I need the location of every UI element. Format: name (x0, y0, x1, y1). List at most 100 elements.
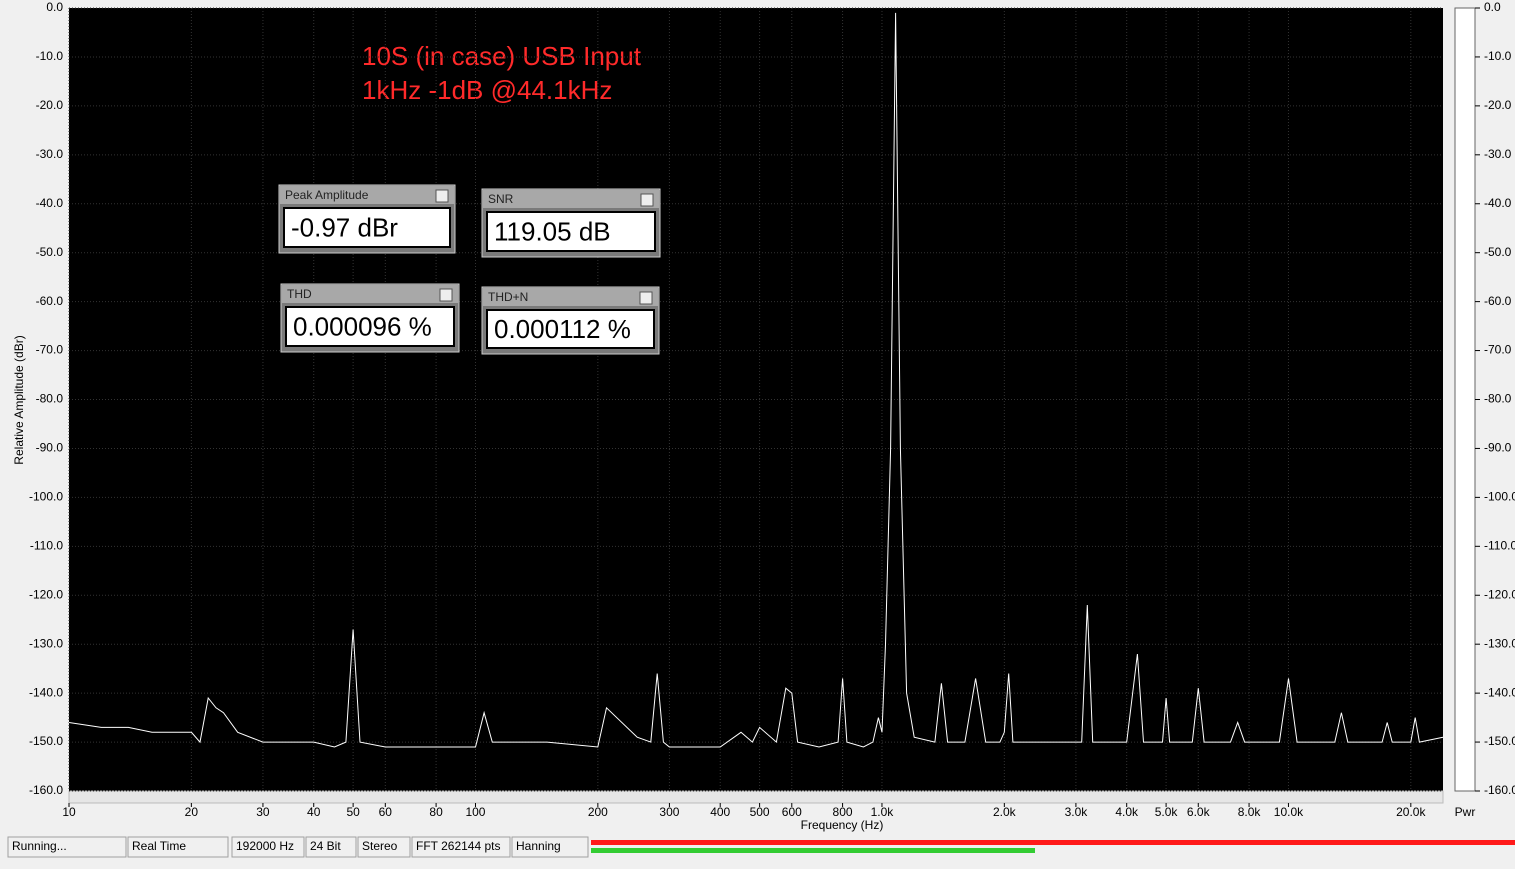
meter-tick-label: -150.0 (1484, 734, 1515, 748)
x-tick-label: 400 (710, 805, 730, 819)
y-tick-label: -140.0 (29, 685, 63, 699)
meter-tick-label: -160.0 (1484, 783, 1515, 797)
y-tick-label: -50.0 (36, 245, 64, 259)
meter-tick-label: -60.0 (1484, 294, 1512, 308)
close-button[interactable] (439, 288, 453, 302)
status-text: Running... (12, 839, 67, 853)
y-tick-label: -60.0 (36, 294, 64, 308)
meter-tick-label: -90.0 (1484, 441, 1512, 455)
readout-title: THD (287, 287, 312, 301)
x-tick-label: 600 (782, 805, 802, 819)
readout-titlebar (483, 190, 659, 208)
y-tick-label: -90.0 (36, 441, 64, 455)
meter-tick-label: -50.0 (1484, 245, 1512, 259)
meter-tick-label: -10.0 (1484, 49, 1512, 63)
x-tick-label: 3.0k (1065, 805, 1089, 819)
y-tick-label: -10.0 (36, 49, 64, 63)
close-button[interactable] (640, 193, 654, 207)
status-text: 192000 Hz (236, 839, 294, 853)
status-cell (231, 836, 305, 858)
x-tick-label: 300 (659, 805, 679, 819)
annotation: 10S (in case) USB Input (362, 41, 642, 71)
readout-title: Peak Amplitude (285, 188, 369, 202)
power-meter (1454, 7, 1476, 792)
x-tick-label: 60 (379, 805, 393, 819)
x-tick-label: 2.0k (993, 805, 1017, 819)
meter-tick-label: -130.0 (1484, 636, 1515, 650)
annotation: 1kHz -1dB @44.1kHz (362, 75, 612, 105)
y-tick-label: -150.0 (29, 734, 63, 748)
x-tick-label: 40 (307, 805, 321, 819)
x-tick-label: 8.0k (1238, 805, 1262, 819)
status-text: Stereo (362, 839, 398, 853)
x-tick-label: 5.0k (1155, 805, 1179, 819)
meter-tick-label: -110.0 (1484, 538, 1515, 552)
x-tick-label: 80 (429, 805, 443, 819)
meter-tick-label: -80.0 (1484, 392, 1512, 406)
meter-label: Pwr (1455, 805, 1476, 819)
x-tick-label: 6.0k (1187, 805, 1211, 819)
x-tick-label: 10 (62, 805, 76, 819)
status-text: Real Time (132, 839, 186, 853)
status-cell (7, 836, 127, 858)
y-tick-label: -40.0 (36, 196, 64, 210)
y-tick-label: -30.0 (36, 147, 64, 161)
readout-value: 119.05 dB (494, 216, 611, 246)
x-tick-label: 20.0k (1396, 805, 1426, 819)
x-tick-label: 100 (465, 805, 485, 819)
x-tick-label: 1.0k (871, 805, 895, 819)
y-axis-label: Relative Amplitude (dBr) (12, 335, 26, 464)
y-tick-label: -70.0 (36, 343, 64, 357)
y-tick-label: -110.0 (30, 538, 63, 552)
status-text: 24 Bit (310, 839, 341, 853)
y-tick-label: 0.0 (46, 0, 63, 14)
meter-tick-label: -140.0 (1484, 685, 1515, 699)
level-meter-right (591, 848, 1035, 853)
meter-tick-label: -30.0 (1484, 147, 1512, 161)
status-cell (127, 836, 229, 858)
readout-box (285, 306, 455, 347)
readout-titlebar (282, 285, 458, 303)
readout-box (283, 207, 451, 248)
meter-tick-label: 0.0 (1484, 0, 1501, 14)
meter-tick-label: -20.0 (1484, 98, 1512, 112)
y-tick-label: -130.0 (29, 636, 63, 650)
readout-titlebar (280, 186, 454, 204)
close-button[interactable] (639, 291, 653, 305)
status-cell (305, 836, 357, 858)
readout-title: THD+N (488, 290, 528, 304)
status-text: Hanning (516, 839, 561, 853)
readout-titlebar (483, 288, 658, 306)
spectrum-line (68, 12, 1444, 748)
x-axis-label: Frequency (Hz) (801, 818, 884, 832)
x-tick-label: 800 (833, 805, 853, 819)
meter-tick-label: -70.0 (1484, 343, 1512, 357)
x-tick-label: 500 (750, 805, 770, 819)
close-button[interactable] (435, 189, 449, 203)
readout-value: -0.97 dBr (291, 212, 398, 242)
readout-value: 0.000112 % (494, 314, 631, 344)
x-tick-label: 20 (185, 805, 199, 819)
readout-box (486, 211, 656, 252)
readout-box (486, 309, 655, 349)
y-tick-label: -20.0 (36, 98, 64, 112)
readout-title: SNR (488, 192, 514, 206)
readout-value: 0.000096 % (293, 311, 432, 341)
level-meter-left (591, 840, 1515, 845)
meter-tick-label: -120.0 (1484, 587, 1515, 601)
x-tick-label: 200 (588, 805, 608, 819)
y-tick-label: -120.0 (29, 587, 63, 601)
x-tick-label: 4.0k (1115, 805, 1139, 819)
x-tick-label: 10.0k (1274, 805, 1304, 819)
meter-tick-label: -100.0 (1484, 490, 1515, 504)
status-cell (511, 836, 589, 858)
status-cell (357, 836, 411, 858)
y-tick-label: -160.0 (29, 783, 63, 797)
status-cell (411, 836, 511, 858)
y-tick-label: -80.0 (36, 392, 64, 406)
y-tick-label: -100.0 (29, 490, 63, 504)
status-text: FFT 262144 pts (416, 839, 501, 853)
scrollbar[interactable] (68, 790, 1444, 804)
x-tick-label: 30 (256, 805, 270, 819)
